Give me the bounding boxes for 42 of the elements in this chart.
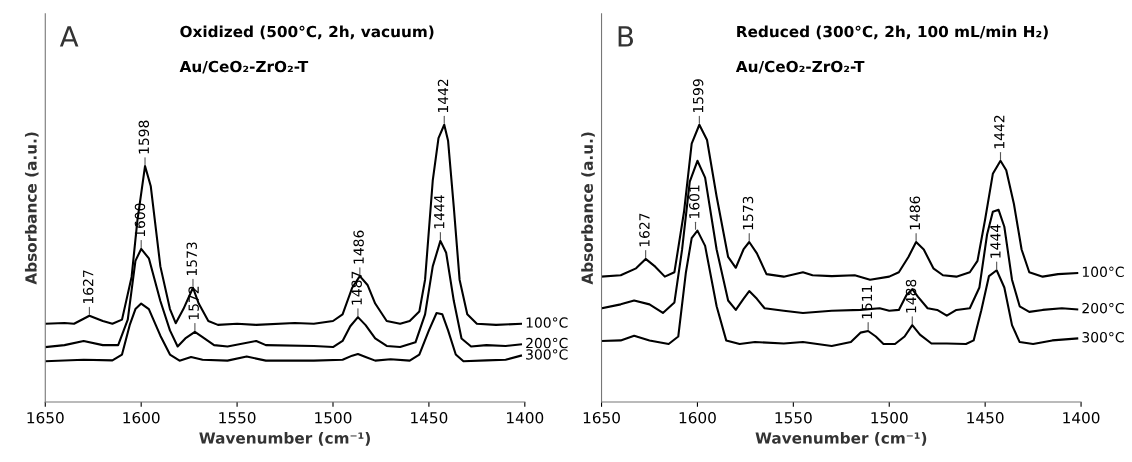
x-tick-label: 1450 bbox=[967, 411, 1004, 424]
annotation: 1486 bbox=[353, 230, 364, 264]
x-tick-label: 1650 bbox=[27, 411, 64, 424]
annotation: 1486 bbox=[909, 196, 921, 230]
annotation: 1598 bbox=[138, 120, 150, 154]
annotation: 1573 bbox=[742, 196, 754, 230]
x-tick-label: 1550 bbox=[219, 411, 256, 424]
annotation: 1442 bbox=[994, 115, 1005, 149]
annotation: 1487 bbox=[351, 271, 362, 305]
x-tick-label: 1650 bbox=[583, 411, 620, 424]
y-axis-title: Absorbance (a.u.) bbox=[24, 132, 39, 285]
x-tick-label: 1500 bbox=[871, 411, 908, 424]
x-tick-label: 1500 bbox=[315, 411, 352, 424]
x-tick-label: 1600 bbox=[123, 411, 160, 424]
annotation: 1442 bbox=[437, 79, 449, 113]
x-axis-title: Wavenumber (cm⁻¹) bbox=[755, 432, 927, 446]
annotation: 1627 bbox=[82, 270, 94, 304]
chart-title: B bbox=[618, 26, 634, 47]
y-axis-title: Absorbance (a.u.) bbox=[581, 132, 595, 285]
x-tick-label: 1600 bbox=[679, 411, 716, 424]
x-tick-label: 1400 bbox=[1063, 411, 1100, 424]
x-tick-label: 1400 bbox=[507, 411, 544, 424]
x-axis-title: Wavenumber (cm⁻¹) bbox=[199, 432, 370, 446]
annotation: 1444 bbox=[434, 195, 445, 229]
x-tick-label: 1550 bbox=[775, 411, 812, 424]
series-label: 100°C bbox=[526, 317, 568, 328]
chart-subtitle: Oxidized (500°C, 2h, vacuum) bbox=[180, 25, 434, 40]
series-label: 200°C bbox=[1082, 302, 1124, 314]
annotation: 1627 bbox=[639, 213, 650, 247]
series-label: 100°C bbox=[1082, 266, 1124, 278]
text: Au/CeO₂-ZrO₂-T bbox=[735, 60, 865, 74]
chart-title: A bbox=[59, 26, 79, 47]
series-label: 200°C bbox=[526, 337, 568, 349]
annotation: 1444 bbox=[990, 224, 1001, 258]
text: Au/CeO₂-ZrO₂-T bbox=[179, 60, 309, 74]
x-tick-label: 1450 bbox=[411, 411, 448, 424]
annotation: 1599 bbox=[692, 79, 704, 113]
annotation: 1573 bbox=[186, 242, 197, 276]
chart-subtitle: Reduced (300°C, 2h, 100 mL/min H₂) bbox=[737, 25, 1048, 40]
series-label: 300°C bbox=[1082, 331, 1124, 343]
series-label: 300°C bbox=[526, 349, 568, 360]
annotation: 1601 bbox=[689, 185, 700, 218]
